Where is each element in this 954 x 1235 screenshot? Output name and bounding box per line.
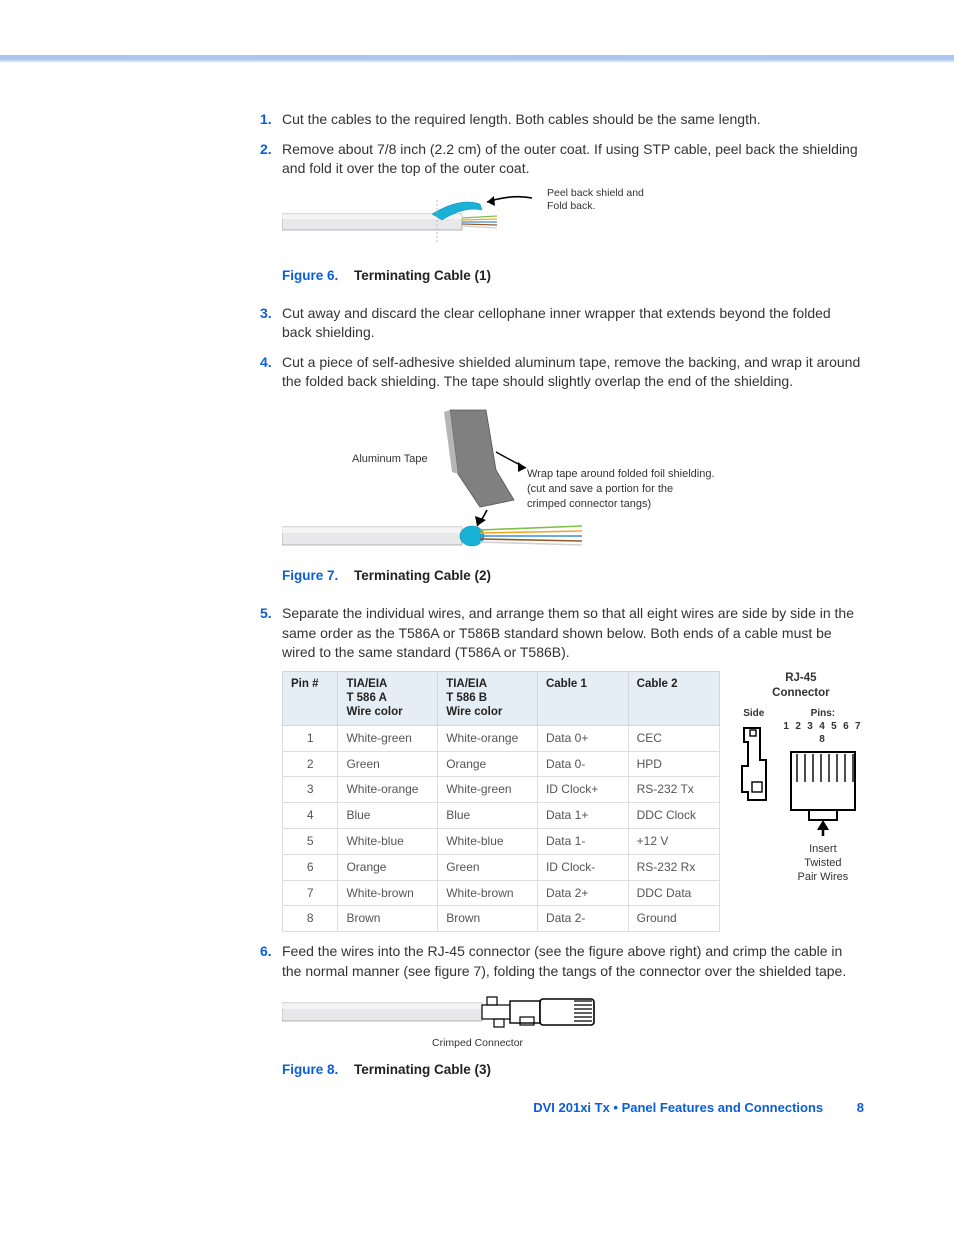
table-cell: White-blue <box>438 829 538 855</box>
table-cell: 3 <box>283 777 338 803</box>
wrap-text: Wrap tape around folded foil shielding. … <box>527 467 715 512</box>
table-cell: 2 <box>283 751 338 777</box>
cable-svg <box>282 192 542 247</box>
rj45-title: RJ-45 Connector <box>738 671 864 701</box>
table-cell: DDC Clock <box>628 803 719 829</box>
table-row: 7White-brownWhite-brownData 2+DDC Data <box>283 880 720 906</box>
figure-6-caption: Figure 6. Terminating Cable (1) <box>282 267 864 286</box>
table-cell: HPD <box>628 751 719 777</box>
table-cell: 5 <box>283 829 338 855</box>
step-number: 5. <box>260 604 272 624</box>
step-5: 5. Separate the individual wires, and ar… <box>260 604 864 932</box>
table-cell: 8 <box>283 906 338 932</box>
crimped-connector-label: Crimped Connector <box>432 1036 523 1051</box>
table-cell: Data 2+ <box>537 880 628 906</box>
rj45-connector-figure: RJ-45 Connector Side <box>738 671 864 885</box>
step-1: 1. Cut the cables to the required length… <box>260 110 864 130</box>
figure-7-caption: Figure 7. Terminating Cable (2) <box>282 567 864 586</box>
table-cell: Orange <box>438 751 538 777</box>
rj45-front-icon <box>787 748 859 838</box>
table-cell: Blue <box>338 803 438 829</box>
table-cell: Brown <box>438 906 538 932</box>
table-row: 5White-blueWhite-blueData 1-+12 V <box>283 829 720 855</box>
step-2: 2. Remove about 7/8 inch (2.2 cm) of the… <box>260 140 864 286</box>
table-cell: 1 <box>283 725 338 751</box>
table-row: 1White-greenWhite-orangeData 0+CEC <box>283 725 720 751</box>
step-6: 6. Feed the wires into the RJ-45 connect… <box>260 942 864 1080</box>
figure-6-diagram: Peel back shield and Fold back. <box>282 187 864 257</box>
table-cell: Ground <box>628 906 719 932</box>
step-number: 2. <box>260 140 272 160</box>
page-footer: DVI 201xi Tx • Panel Features and Connec… <box>533 1100 864 1115</box>
table-header-cell: TIA/EIAT 586 AWire color <box>338 671 438 725</box>
table-cell: Data 1- <box>537 829 628 855</box>
step-text: Feed the wires into the RJ-45 connector … <box>282 943 846 979</box>
table-cell: ID Clock- <box>537 854 628 880</box>
table-cell: +12 V <box>628 829 719 855</box>
crimped-svg <box>282 991 622 1036</box>
table-cell: 4 <box>283 803 338 829</box>
table-row: 2GreenOrangeData 0-HPD <box>283 751 720 777</box>
top-rule <box>0 55 954 63</box>
fig6-note: Peel back shield and Fold back. <box>547 187 644 213</box>
table-cell: Brown <box>338 906 438 932</box>
figure-8-diagram: Crimped Connector <box>282 991 864 1051</box>
table-header-cell: Cable 2 <box>628 671 719 725</box>
table-cell: White-blue <box>338 829 438 855</box>
content: 1. Cut the cables to the required length… <box>260 55 864 1080</box>
table-cell: White-green <box>338 725 438 751</box>
table-cell: Blue <box>438 803 538 829</box>
steps-list: 1. Cut the cables to the required length… <box>260 110 864 1080</box>
rj45-side-icon <box>738 722 770 817</box>
step-number: 1. <box>260 110 272 130</box>
table-header-row: Pin #TIA/EIAT 586 AWire colorTIA/EIAT 58… <box>283 671 720 725</box>
table-cell: 6 <box>283 854 338 880</box>
step-4: 4. Cut a piece of self-adhesive shielded… <box>260 353 864 586</box>
table-header-cell: TIA/EIAT 586 BWire color <box>438 671 538 725</box>
table-cell: White-brown <box>338 880 438 906</box>
step-text: Remove about 7/8 inch (2.2 cm) of the ou… <box>282 141 858 177</box>
step-number: 3. <box>260 304 272 324</box>
table-cell: CEC <box>628 725 719 751</box>
table-cell: White-orange <box>438 725 538 751</box>
table-row: 6OrangeGreenID Clock-RS-232 Rx <box>283 854 720 880</box>
step-text: Cut the cables to the required length. B… <box>282 111 761 127</box>
table-row: 3White-orangeWhite-greenID Clock+RS-232 … <box>283 777 720 803</box>
figure-7-diagram: Aluminum Tape Wrap tape around folded fo… <box>282 402 864 557</box>
table-cell: RS-232 Tx <box>628 777 719 803</box>
rj45-front: Pins: 1 2 3 4 5 6 7 8 <box>782 707 864 885</box>
table-cell: RS-232 Rx <box>628 854 719 880</box>
table-row: 8BrownBrownData 2-Ground <box>283 906 720 932</box>
table-cell: Data 1+ <box>537 803 628 829</box>
table-cell: DDC Data <box>628 880 719 906</box>
table-cell: White-green <box>438 777 538 803</box>
step-text: Cut away and discard the clear cellophan… <box>282 305 831 341</box>
table-cell: ID Clock+ <box>537 777 628 803</box>
table-row: 4BlueBlueData 1+DDC Clock <box>283 803 720 829</box>
table-cell: Data 0- <box>537 751 628 777</box>
aluminum-tape-label: Aluminum Tape <box>352 452 428 467</box>
table-cell: Green <box>338 751 438 777</box>
table-header-cell: Cable 1 <box>537 671 628 725</box>
table-cell: Orange <box>338 854 438 880</box>
wire-color-table: Pin #TIA/EIAT 586 AWire colorTIA/EIAT 58… <box>282 671 720 933</box>
rj45-side: Side <box>738 707 770 821</box>
step-3: 3. Cut away and discard the clear cellop… <box>260 304 864 343</box>
table-cell: Data 0+ <box>537 725 628 751</box>
document-page: 1. Cut the cables to the required length… <box>0 0 954 1150</box>
figure-8-caption: Figure 8. Terminating Cable (3) <box>282 1061 864 1080</box>
table-cell: Green <box>438 854 538 880</box>
table-body: 1White-greenWhite-orangeData 0+CEC2Green… <box>283 725 720 931</box>
table-cell: White-brown <box>438 880 538 906</box>
step-number: 4. <box>260 353 272 373</box>
step-number: 6. <box>260 942 272 962</box>
table-cell: 7 <box>283 880 338 906</box>
table-cell: White-orange <box>338 777 438 803</box>
table-cell: Data 2- <box>537 906 628 932</box>
table-and-connector: Pin #TIA/EIAT 586 AWire colorTIA/EIAT 58… <box>282 671 864 933</box>
table-header-cell: Pin # <box>283 671 338 725</box>
step-text: Cut a piece of self-adhesive shielded al… <box>282 354 860 390</box>
step-text: Separate the individual wires, and arran… <box>282 605 854 660</box>
